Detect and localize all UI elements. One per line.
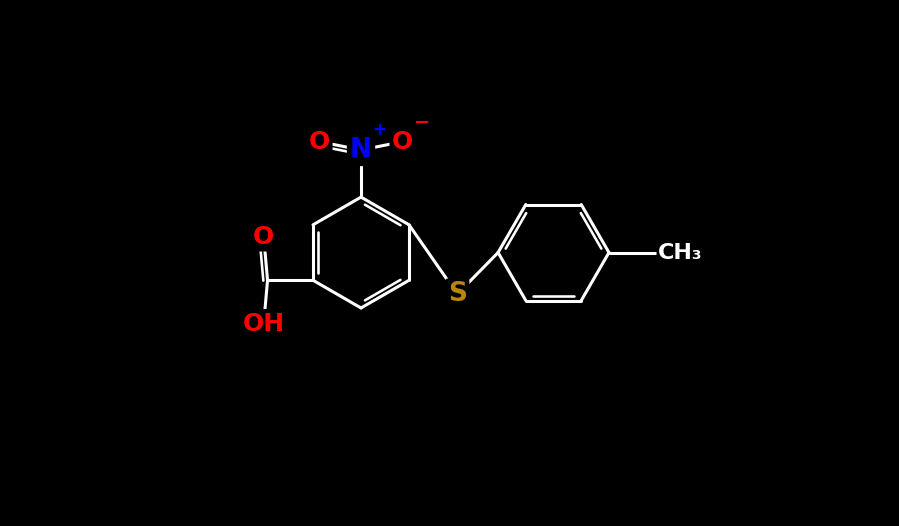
Text: O: O: [392, 130, 414, 154]
Text: O: O: [309, 130, 330, 154]
Text: N: N: [350, 137, 372, 163]
Text: S: S: [448, 281, 467, 307]
Text: +: +: [372, 121, 386, 139]
Text: −: −: [414, 113, 431, 132]
Text: OH: OH: [243, 311, 285, 336]
Text: CH₃: CH₃: [658, 242, 702, 262]
Text: O: O: [254, 225, 274, 249]
